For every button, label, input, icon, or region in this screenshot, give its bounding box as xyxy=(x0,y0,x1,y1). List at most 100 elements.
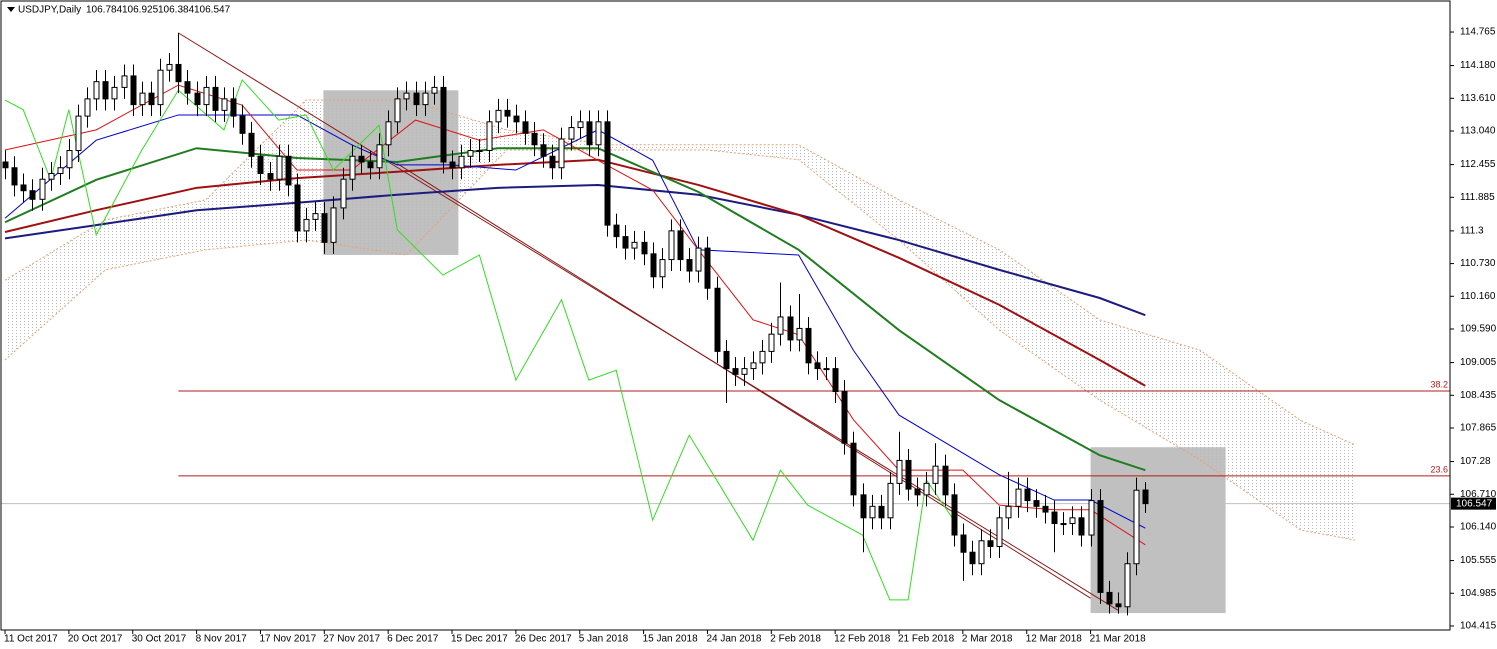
candle-body xyxy=(1069,517,1076,525)
candle-body xyxy=(248,132,255,157)
x-tick-label: 15 Dec 2017 xyxy=(451,634,508,645)
candle-body xyxy=(440,86,447,163)
candle-body xyxy=(951,494,958,536)
x-tick-label: 30 Oct 2017 xyxy=(132,634,187,645)
candle-body xyxy=(1078,517,1085,536)
candle-body xyxy=(1088,500,1095,536)
candle-body xyxy=(84,98,91,117)
y-tick-label: 109.590 xyxy=(1460,324,1497,335)
candle-body xyxy=(622,236,629,249)
x-tick-label: 24 Jan 2018 xyxy=(706,634,761,645)
candle-body xyxy=(1060,523,1067,526)
candle-body xyxy=(987,540,994,548)
candle-body xyxy=(850,442,857,496)
candle-body xyxy=(1033,500,1040,507)
y-tick-label: 109.005 xyxy=(1460,357,1497,368)
y-tick-label: 110.730 xyxy=(1460,258,1496,269)
plot-frame xyxy=(0,0,1451,631)
cloud-edge xyxy=(4,149,1356,541)
indicator-line xyxy=(4,147,1146,472)
candle-body xyxy=(887,482,894,519)
y-tick-label: 114.765 xyxy=(1460,27,1496,38)
candle-body xyxy=(431,86,438,94)
candle-body xyxy=(558,138,565,169)
plot-layer: 38.2 23.6 xyxy=(1,32,1450,616)
candle-body xyxy=(896,459,903,484)
candle-body xyxy=(2,161,9,169)
candle-body xyxy=(111,86,118,100)
candle-body xyxy=(677,230,684,261)
candle-body xyxy=(504,109,511,117)
x-tick-label: 21 Feb 2018 xyxy=(898,634,955,645)
candle-body xyxy=(787,316,794,341)
y-tick-label: 107.865 xyxy=(1460,423,1497,434)
candle-body xyxy=(668,230,675,261)
candle-body xyxy=(175,63,182,83)
candle-body xyxy=(860,494,867,519)
candle-body xyxy=(659,259,666,278)
x-tick-label: 21 Mar 2018 xyxy=(1090,634,1147,645)
candle-body xyxy=(340,178,347,209)
candle-body xyxy=(814,362,821,370)
candle-body xyxy=(577,121,584,129)
candle-body xyxy=(267,172,274,180)
candle-body xyxy=(184,81,191,94)
symbol: USDJPY,Daily xyxy=(18,5,81,16)
header-close: 106.547 xyxy=(194,5,231,16)
candle-body xyxy=(686,259,693,272)
candle-body xyxy=(613,224,620,238)
candle-body xyxy=(704,247,711,289)
header-low: 106.384 xyxy=(158,5,195,16)
candle-body xyxy=(157,69,164,106)
candle-body xyxy=(631,241,638,249)
x-tick-label: 5 Jan 2018 xyxy=(579,634,629,645)
header-high: 106.925 xyxy=(122,5,159,16)
indicator-line xyxy=(4,78,955,601)
y-tick-label: 105.555 xyxy=(1460,555,1497,566)
x-tick-label: 20 Oct 2017 xyxy=(68,634,123,645)
candle-body xyxy=(750,362,757,370)
x-tick-label: 12 Feb 2018 xyxy=(834,634,891,645)
candle-body xyxy=(486,121,493,152)
candle-body xyxy=(367,161,374,169)
y-tick-label: 106.140 xyxy=(1460,522,1497,533)
candle-body xyxy=(841,391,848,444)
price-tag xyxy=(1451,497,1496,510)
candle-body xyxy=(960,534,967,553)
candle-body xyxy=(57,167,64,174)
price-tag-label: 106.547 xyxy=(1456,498,1493,509)
candle-body xyxy=(230,98,237,117)
menu-icon[interactable] xyxy=(7,7,15,12)
candle-body xyxy=(869,505,876,519)
candle-body xyxy=(796,327,803,341)
candle-body xyxy=(823,368,830,371)
header-open: 106.784 xyxy=(86,5,123,16)
candle-body xyxy=(121,75,128,88)
y-tick-label: 113.610 xyxy=(1460,93,1496,104)
y-tick-label: 113.040 xyxy=(1460,126,1496,137)
x-tick-label: 27 Nov 2017 xyxy=(323,634,380,645)
candle-body xyxy=(358,155,365,163)
candle-body xyxy=(905,459,912,490)
indicator-line xyxy=(4,183,1146,317)
y-tick-label: 108.435 xyxy=(1460,390,1497,401)
y-tick-label: 110.160 xyxy=(1460,291,1496,302)
candle-body xyxy=(75,115,82,152)
candle-body xyxy=(604,121,611,226)
candle-body xyxy=(413,92,420,106)
candle-body xyxy=(303,218,310,232)
candle-body xyxy=(586,121,593,146)
y-tick-label: 104.985 xyxy=(1460,588,1497,599)
ichimoku-cloud xyxy=(5,100,1356,541)
candle-body xyxy=(768,333,775,352)
highlight-box xyxy=(1090,447,1226,614)
candle-body xyxy=(385,121,392,146)
candle-body xyxy=(914,488,921,496)
candle-body xyxy=(777,316,784,335)
candle-body xyxy=(513,115,520,123)
y-tick-label: 112.455 xyxy=(1460,159,1496,170)
candle-body xyxy=(522,121,529,134)
candle-body xyxy=(878,505,885,519)
